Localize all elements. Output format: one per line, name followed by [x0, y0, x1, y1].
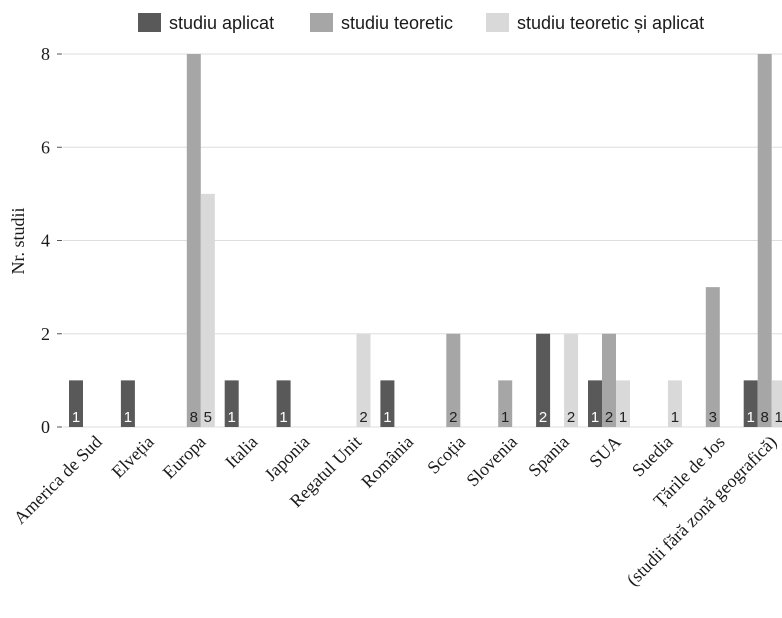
data-label: 1 [279, 409, 287, 426]
data-label: 1 [501, 409, 509, 426]
bar [186, 54, 201, 427]
legend-swatch [310, 13, 333, 32]
data-label: 1 [228, 409, 236, 426]
legend-label: studiu teoretic și aplicat [517, 13, 704, 33]
y-tick-label: 0 [41, 417, 50, 437]
data-label: 2 [359, 409, 367, 426]
legend-item: studiu teoretic [310, 13, 453, 33]
bar [69, 380, 83, 427]
bar [224, 380, 239, 427]
grid [63, 53, 782, 428]
x-tick-label: România [357, 432, 417, 492]
data-label: 1 [671, 409, 679, 426]
data-label: 1 [383, 409, 391, 426]
data-label: 2 [449, 409, 457, 426]
y-axis-title: Nr. studii [8, 207, 28, 274]
y-tick-label: 4 [41, 231, 50, 251]
x-tick-label: Scoția [423, 432, 469, 478]
bar [602, 333, 616, 427]
data-label: 1 [775, 409, 782, 426]
bar [200, 193, 215, 427]
x-tick-label: SUA [585, 432, 625, 472]
x-tick-label: Spania [524, 432, 573, 481]
x-tick-label: Elveția [108, 432, 158, 482]
bar [380, 380, 395, 427]
data-label: 5 [204, 409, 212, 426]
bar [757, 54, 772, 427]
data-label: 8 [190, 409, 198, 426]
data-label: 1 [591, 409, 599, 426]
y-axis: 0 2 4 6 8 [41, 44, 62, 437]
legend-item: studiu teoretic și aplicat [486, 13, 704, 33]
bar [616, 380, 630, 427]
legend-label: studiu teoretic [341, 13, 453, 33]
data-label: 1 [619, 409, 627, 426]
legend-item: studiu aplicat [138, 13, 274, 33]
x-tick-label: America de Sud [10, 432, 106, 528]
bar [743, 380, 758, 427]
x-tick-label: Suedia [628, 432, 677, 481]
bar [120, 380, 135, 427]
x-axis: America de Sud Elveția Europa ItaliaJaponia… [10, 432, 782, 591]
data-label: 2 [567, 409, 575, 426]
x-tick-label: Italia [221, 432, 261, 472]
bar [356, 333, 371, 427]
data-label: 3 [709, 409, 717, 426]
data-label: 1 [72, 409, 80, 426]
y-tick-label: 2 [41, 324, 50, 344]
legend-swatch [486, 13, 509, 32]
legend-label: studiu aplicat [169, 13, 274, 33]
bar [564, 333, 579, 427]
data-label: 1 [124, 409, 132, 426]
legend-swatch [138, 13, 161, 32]
bar [705, 287, 720, 427]
data-label: 2 [539, 409, 547, 426]
legend: studiu aplicat studiu teoretic studiu teor… [138, 13, 704, 33]
data-label: 8 [761, 409, 769, 426]
x-tick-label: Slovenia [462, 432, 521, 491]
data-label: 2 [605, 409, 613, 426]
bar [771, 380, 782, 427]
y-tick-label: 6 [41, 137, 50, 157]
bar [446, 333, 461, 427]
bar [276, 380, 291, 427]
bar [536, 333, 551, 427]
data-label: 1 [747, 409, 755, 426]
bar [588, 380, 602, 427]
bar [498, 380, 513, 427]
y-tick-label: 8 [41, 44, 50, 64]
bar [667, 380, 682, 427]
x-tick-label: Europa [159, 432, 210, 483]
